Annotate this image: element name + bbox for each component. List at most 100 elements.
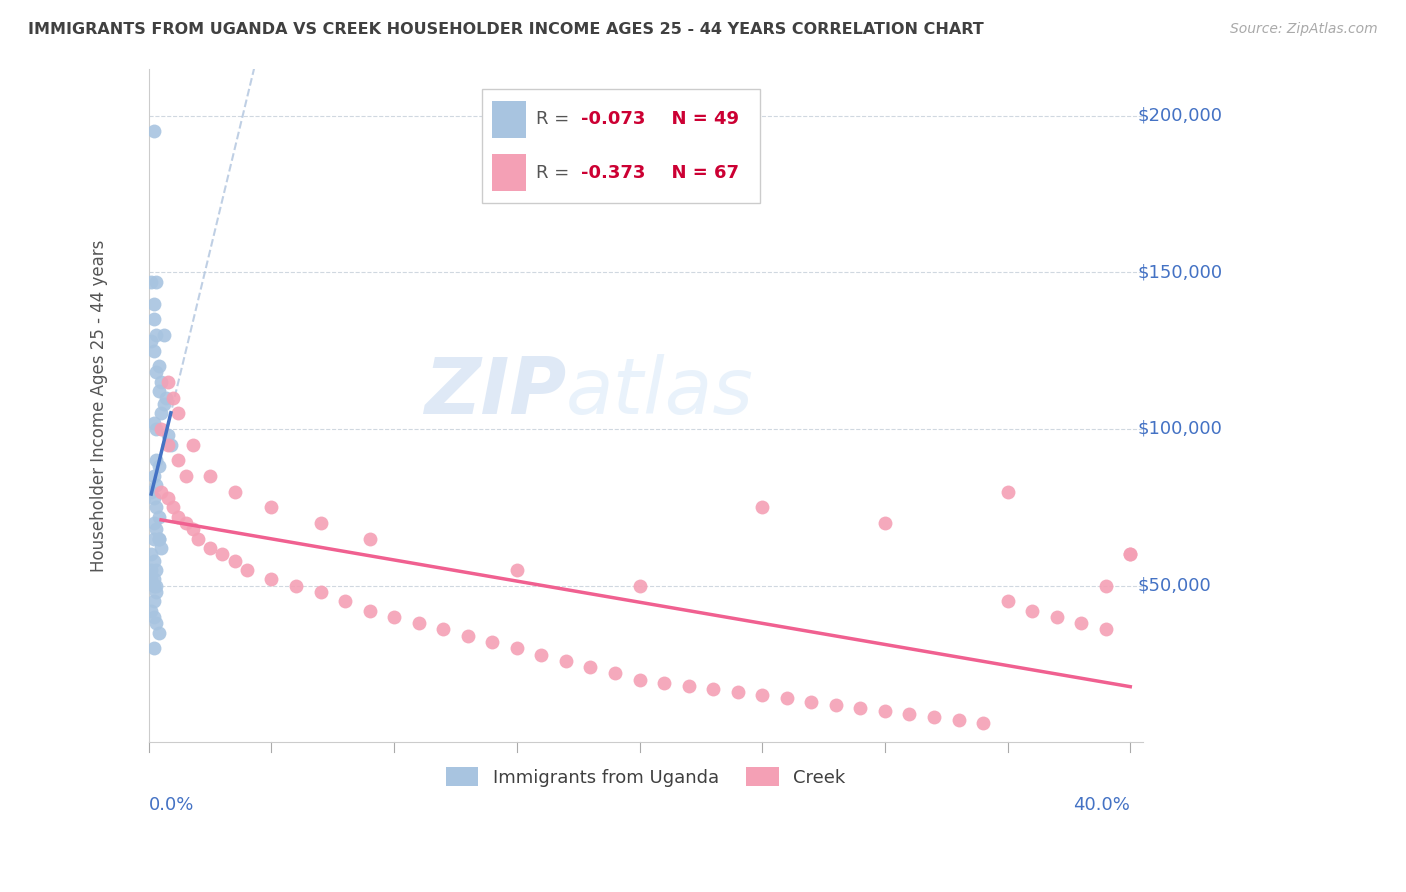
- Point: [157, 491, 180, 505]
- Point: [155, 391, 177, 405]
- Legend: Immigrants from Uganda, Creek: Immigrants from Uganda, Creek: [439, 760, 852, 794]
- Point: [408, 616, 430, 631]
- Point: [141, 604, 163, 618]
- Point: [1094, 578, 1116, 592]
- Point: [1070, 616, 1092, 631]
- Point: [145, 327, 167, 342]
- Point: [333, 594, 356, 608]
- Point: [174, 469, 197, 483]
- Bar: [492, 101, 526, 137]
- Point: [309, 584, 332, 599]
- Point: [224, 553, 246, 567]
- Point: [157, 437, 180, 451]
- Point: [150, 541, 173, 555]
- Point: [678, 679, 700, 693]
- Point: [849, 700, 872, 714]
- Point: [972, 716, 994, 731]
- Text: N = 49: N = 49: [658, 110, 738, 128]
- Point: [145, 578, 167, 592]
- Point: [181, 437, 204, 451]
- Point: [142, 641, 165, 656]
- Text: -0.373: -0.373: [581, 164, 645, 182]
- Point: [997, 594, 1019, 608]
- Point: [142, 516, 165, 530]
- Point: [1094, 623, 1116, 637]
- Point: [148, 532, 170, 546]
- Text: $100,000: $100,000: [1137, 420, 1222, 438]
- Point: [1119, 547, 1142, 561]
- Point: [162, 500, 184, 515]
- Point: [142, 469, 165, 483]
- Text: 40.0%: 40.0%: [1073, 796, 1130, 814]
- Point: [145, 478, 167, 492]
- Point: [142, 416, 165, 430]
- Point: [148, 359, 170, 374]
- Point: [167, 509, 190, 524]
- Point: [142, 343, 165, 358]
- Point: [727, 685, 749, 699]
- Point: [142, 296, 165, 310]
- Point: [628, 673, 651, 687]
- Point: [157, 375, 180, 389]
- Point: [142, 594, 165, 608]
- Point: [922, 710, 945, 724]
- Point: [145, 522, 167, 536]
- Point: [554, 654, 576, 668]
- Point: [167, 406, 190, 420]
- Text: R =: R =: [536, 110, 575, 128]
- Point: [359, 604, 381, 618]
- Point: [198, 541, 221, 555]
- Point: [506, 563, 529, 577]
- Point: [148, 384, 170, 399]
- Point: [157, 428, 180, 442]
- Point: [260, 500, 283, 515]
- Point: [145, 563, 167, 577]
- Point: [457, 629, 479, 643]
- Point: [145, 275, 167, 289]
- Point: [948, 714, 970, 728]
- Point: [141, 484, 163, 499]
- Point: [285, 578, 308, 592]
- Text: Source: ZipAtlas.com: Source: ZipAtlas.com: [1230, 22, 1378, 37]
- Point: [198, 469, 221, 483]
- Point: [800, 694, 823, 708]
- Point: [506, 641, 529, 656]
- Point: [702, 681, 724, 696]
- Point: [898, 707, 921, 722]
- Point: [141, 563, 163, 577]
- Point: [142, 124, 165, 138]
- Point: [145, 422, 167, 436]
- Bar: [492, 154, 526, 192]
- Point: [145, 453, 167, 467]
- Point: [1119, 547, 1142, 561]
- Text: -0.073: -0.073: [581, 110, 645, 128]
- Point: [142, 553, 165, 567]
- Point: [359, 532, 381, 546]
- Point: [142, 572, 165, 586]
- Text: $50,000: $50,000: [1137, 576, 1212, 595]
- Text: IMMIGRANTS FROM UGANDA VS CREEK HOUSEHOLDER INCOME AGES 25 - 44 YEARS CORRELATIO: IMMIGRANTS FROM UGANDA VS CREEK HOUSEHOL…: [28, 22, 984, 37]
- Point: [873, 704, 896, 718]
- Point: [148, 532, 170, 546]
- Point: [162, 391, 184, 405]
- Point: [160, 437, 183, 451]
- Text: atlas: atlas: [567, 354, 754, 430]
- Text: Householder Income Ages 25 - 44 years: Householder Income Ages 25 - 44 years: [90, 239, 108, 572]
- Point: [141, 334, 163, 348]
- Point: [224, 484, 246, 499]
- Point: [148, 625, 170, 640]
- FancyBboxPatch shape: [482, 88, 759, 203]
- Point: [1021, 604, 1043, 618]
- Text: 0.0%: 0.0%: [149, 796, 194, 814]
- Point: [260, 572, 283, 586]
- Text: N = 67: N = 67: [658, 164, 738, 182]
- Point: [141, 547, 163, 561]
- Point: [530, 648, 553, 662]
- Point: [145, 366, 167, 380]
- Point: [751, 500, 773, 515]
- Point: [142, 578, 165, 592]
- Point: [211, 547, 233, 561]
- Point: [873, 516, 896, 530]
- Point: [236, 563, 259, 577]
- Point: [148, 459, 170, 474]
